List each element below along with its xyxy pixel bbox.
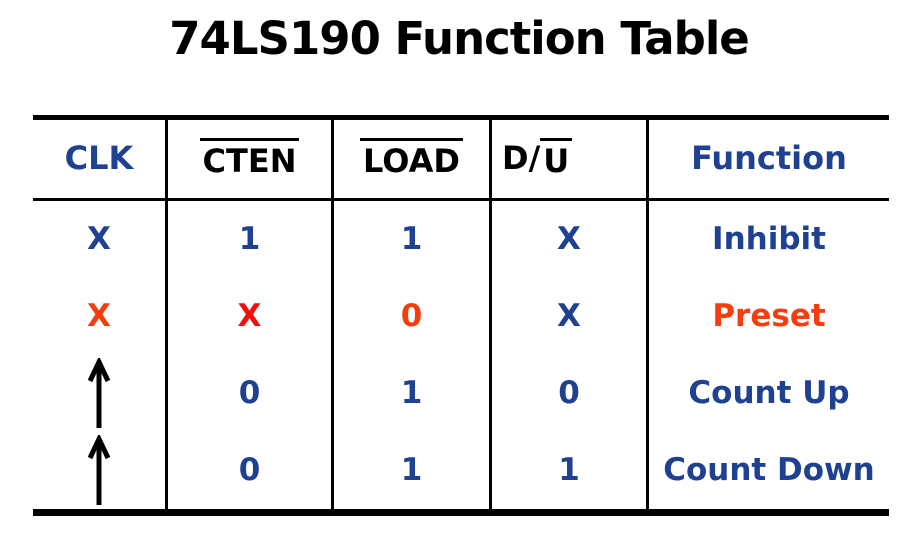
cell-value: 1 bbox=[400, 221, 423, 258]
cell-function-r3: Count Up bbox=[649, 355, 889, 432]
header-cell-load: LOAD bbox=[334, 120, 492, 201]
cell-cten-r2: X bbox=[168, 278, 334, 355]
cell-value: 0 bbox=[558, 375, 580, 412]
cell-value: 1 bbox=[400, 375, 423, 412]
cell-value: Preset bbox=[712, 298, 826, 335]
cell-value: 0 bbox=[238, 375, 261, 412]
cell-value: 1 bbox=[238, 221, 261, 258]
function-table: CLK CTEN LOAD D/U Function X 1 1 X Inhibit X X 0 X Pre… bbox=[33, 115, 889, 516]
cell-value: X bbox=[557, 221, 581, 258]
cell-du-r1: X bbox=[492, 201, 649, 278]
header-label-part: D/ bbox=[502, 139, 541, 178]
cell-cten-r3: 0 bbox=[168, 355, 334, 432]
cell-clk-r4 bbox=[33, 432, 168, 509]
cell-load-r4: 1 bbox=[334, 432, 492, 509]
header-label: CLK bbox=[64, 139, 134, 178]
cell-value: X bbox=[87, 298, 111, 335]
header-label-part: U bbox=[540, 138, 573, 179]
up-arrow-icon bbox=[87, 434, 111, 505]
cell-load-r1: 1 bbox=[334, 201, 492, 278]
up-arrow-icon bbox=[87, 357, 111, 428]
cell-du-r4: 1 bbox=[492, 432, 649, 509]
cell-value: X bbox=[87, 221, 111, 258]
cell-load-r2: 0 bbox=[334, 278, 492, 355]
cell-value: 0 bbox=[238, 452, 261, 489]
cell-function-r4: Count Down bbox=[649, 432, 889, 509]
header-label: Function bbox=[691, 139, 847, 178]
cell-du-r2: X bbox=[492, 278, 649, 355]
cell-value: 1 bbox=[400, 452, 423, 489]
cell-clk-r3 bbox=[33, 355, 168, 432]
cell-value: X bbox=[237, 298, 262, 335]
cell-function-r1: Inhibit bbox=[649, 201, 889, 278]
cell-value: Inhibit bbox=[712, 221, 826, 258]
header-cell-du: D/U bbox=[492, 120, 649, 201]
cell-value: X bbox=[557, 298, 581, 335]
header-cell-function: Function bbox=[649, 120, 889, 201]
cell-value: Count Up bbox=[688, 375, 850, 412]
cell-cten-r4: 0 bbox=[168, 432, 334, 509]
header-cell-clk: CLK bbox=[33, 120, 168, 201]
cell-clk-r1: X bbox=[33, 201, 168, 278]
cell-load-r3: 1 bbox=[334, 355, 492, 432]
header-label: CTEN bbox=[199, 138, 300, 179]
cell-clk-r2: X bbox=[33, 278, 168, 355]
header-label: LOAD bbox=[360, 138, 463, 179]
cell-value: 0 bbox=[400, 298, 423, 335]
cell-du-r3: 0 bbox=[492, 355, 649, 432]
cell-cten-r1: 1 bbox=[168, 201, 334, 278]
cell-value: Count Down bbox=[663, 452, 875, 489]
cell-function-r2: Preset bbox=[649, 278, 889, 355]
header-cell-cten: CTEN bbox=[168, 120, 334, 201]
cell-value: 1 bbox=[558, 452, 580, 489]
page-title: 74LS190 Function Table bbox=[169, 12, 750, 65]
